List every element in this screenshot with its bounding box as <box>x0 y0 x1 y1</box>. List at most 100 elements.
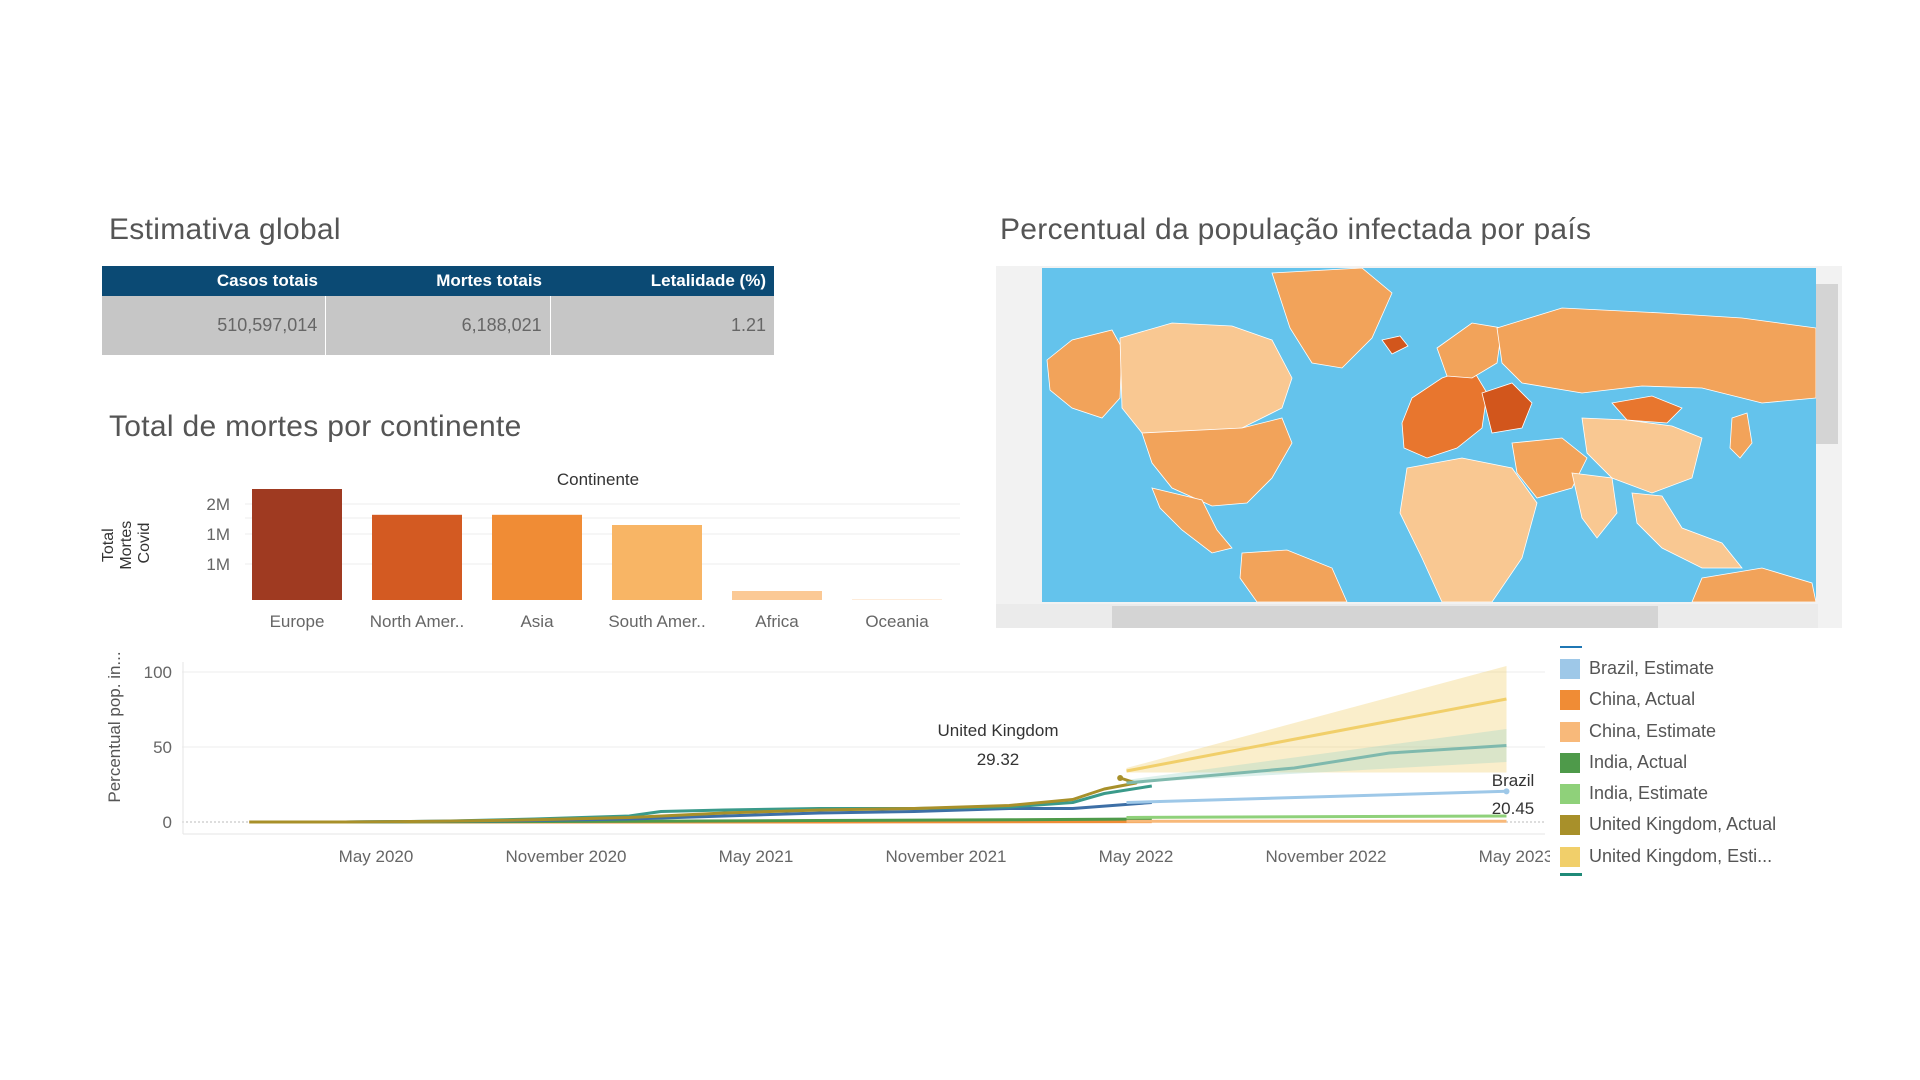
bar-chart-ylabel: Total Mortes Covid <box>100 516 153 569</box>
legend-label: Brazil, Estimate <box>1589 658 1715 678</box>
bar-x-tick-label: North Amer.. <box>370 612 464 631</box>
kpi-total-cases: 510,597,014 <box>102 296 327 355</box>
global-estimate-title: Estimativa global <box>109 213 341 246</box>
brazil-estimate-line[interactable] <box>1126 789 1507 804</box>
bar-chart-header: Continente <box>557 470 639 489</box>
world-map-svg <box>1046 268 1816 602</box>
kpi-header-deaths: Mortes totais <box>436 271 542 290</box>
uk-annotation-point <box>1117 775 1124 782</box>
legend-label: India, Actual <box>1589 751 1688 772</box>
kpi-header-row: Casos totais Mortes totais Letalidade (%… <box>102 266 774 296</box>
legend-swatch <box>1560 721 1580 742</box>
kpi-lethality: 1.21 <box>730 315 766 335</box>
bar-north-amer-[interactable] <box>372 514 462 600</box>
map-region-iceland[interactable] <box>1381 335 1409 355</box>
legend-label: India, Estimate <box>1589 783 1709 804</box>
brazil-annotation: 20.45 <box>1492 799 1535 818</box>
map-region-scandinavia[interactable] <box>1436 322 1503 379</box>
map-vertical-scrollbar[interactable] <box>1816 284 1838 444</box>
bar-x-tick-label: Europe <box>270 612 325 631</box>
line-y-tick-label: 100 <box>144 663 172 682</box>
legend-label: United Kingdom, Actual <box>1589 814 1777 835</box>
bar-asia[interactable] <box>492 514 582 600</box>
map-region-canada[interactable] <box>1119 322 1293 434</box>
map-region-middle-east[interactable] <box>1511 437 1588 499</box>
continent-deaths-bar-chart: Continente Total Mortes Covid 1M 1M 2M Eur… <box>100 470 960 631</box>
kpi-total-deaths: 6,188,021 <box>326 296 551 355</box>
uk-actual-line[interactable] <box>249 776 1138 824</box>
infection-percentage-line-chart: Percentual pop. in... 0 50 100 May 2020 Nov… <box>105 652 1550 866</box>
teal-estimate-line[interactable] <box>1126 744 1507 785</box>
map-region-alaska[interactable] <box>1046 329 1123 419</box>
global-kpi-table: Casos totais Mortes totais Letalidade (%… <box>102 266 774 358</box>
legend-label: United Kingdom, Esti... <box>1589 845 1773 866</box>
bar-y-tick-label: 2M <box>206 495 230 514</box>
uk-estimate-line[interactable] <box>1126 697 1507 773</box>
world-choropleth-map[interactable] <box>1042 268 1816 602</box>
legend-swatch <box>1560 752 1580 773</box>
uk-annotation: United Kingdom <box>938 721 1059 740</box>
line-x-tick-label: November 2020 <box>506 847 627 866</box>
bar-y-tick-label: 1M <box>206 555 230 574</box>
brazil-annotation: Brazil <box>1492 771 1535 790</box>
legend-label: China, Estimate <box>1589 720 1717 741</box>
legend-item[interactable]: Brazil, Estimate <box>1560 654 1800 685</box>
map-region-usa[interactable] <box>1141 417 1293 507</box>
map-region-greenland[interactable] <box>1271 268 1393 369</box>
bar-chart-ylabel-line2: Mortes <box>118 521 135 570</box>
kpi-header-lethality: Letalidade (%) <box>650 271 766 290</box>
map-region-mongolia[interactable] <box>1611 395 1683 424</box>
legend-item[interactable]: United Kingdom, Actual <box>1560 810 1800 841</box>
legend-swatch <box>1560 815 1580 836</box>
legend-item[interactable]: India, Estimate <box>1560 779 1800 810</box>
legend-item[interactable]: China, Actual <box>1560 685 1800 716</box>
bar-y-tick-label: 1M <box>206 525 230 544</box>
line-x-tick-label: May 2020 <box>339 847 414 866</box>
line-y-tick-label: 50 <box>153 738 172 757</box>
legend-swatch <box>1560 846 1580 867</box>
bar-chart-ylabel-line3: Covid <box>136 523 153 564</box>
map-region-australia[interactable] <box>1691 567 1816 602</box>
map-region-south-america[interactable] <box>1239 549 1348 602</box>
map-region-india[interactable] <box>1571 472 1618 539</box>
map-region-mexico[interactable] <box>1151 487 1233 554</box>
map-horizontal-scrollbar[interactable] <box>1112 606 1658 628</box>
kpi-header-cases: Casos totais <box>216 271 318 290</box>
bar-x-tick-label: Asia <box>520 612 554 631</box>
map-region-russia[interactable] <box>1496 307 1816 404</box>
line-x-tick-label: May 2022 <box>1099 847 1174 866</box>
bar-oceania[interactable] <box>852 599 942 600</box>
map-region-japan[interactable] <box>1729 412 1753 459</box>
bar-x-tick-label: Oceania <box>865 612 929 631</box>
uk-annotation: 29.32 <box>977 750 1020 769</box>
line-x-tick-label: May 2023 <box>1479 847 1550 866</box>
legend-item[interactable]: India, Actual <box>1560 748 1800 779</box>
map-region-china[interactable] <box>1581 417 1703 494</box>
map-region-europe-west[interactable] <box>1401 367 1488 459</box>
line-x-tick-label: May 2021 <box>719 847 794 866</box>
legend-swatch <box>1560 690 1580 711</box>
line-x-tick-label: November 2021 <box>886 847 1007 866</box>
map-region-europe-east[interactable] <box>1481 382 1533 434</box>
line-y-tick-label: 0 <box>163 813 172 832</box>
teal-estimate-band <box>1126 729 1507 783</box>
india-estimate-line[interactable] <box>1126 814 1507 819</box>
map-region-africa[interactable] <box>1399 457 1538 602</box>
bar-x-tick-label: South Amer.. <box>608 612 705 631</box>
legend-label: China, Actual <box>1589 689 1696 710</box>
legend-partial-top-item <box>1560 646 1582 654</box>
continent-chart-title: Total de mortes por continente <box>109 410 522 443</box>
line-chart-ylabel: Percentual pop. in... <box>105 652 124 803</box>
brazil-annotation-point <box>1503 788 1510 795</box>
legend-item[interactable]: China, Estimate <box>1560 717 1800 748</box>
bar-south-amer-[interactable] <box>612 525 702 600</box>
legend-swatch <box>1560 784 1580 805</box>
map-region-southeast-asia[interactable] <box>1631 492 1743 569</box>
legend-partial-bottom-item <box>1560 873 1582 876</box>
bar-europe[interactable] <box>252 489 342 600</box>
kpi-value-row: 510,597,014 6,188,021 1.21 <box>102 296 774 355</box>
line-chart-legend[interactable]: Brazil, Estimate China, Actual China, Esti… <box>1560 646 1800 876</box>
infection-map-container[interactable] <box>996 266 1842 628</box>
bar-africa[interactable] <box>732 591 822 600</box>
legend-item[interactable]: United Kingdom, Esti... <box>1560 842 1800 873</box>
